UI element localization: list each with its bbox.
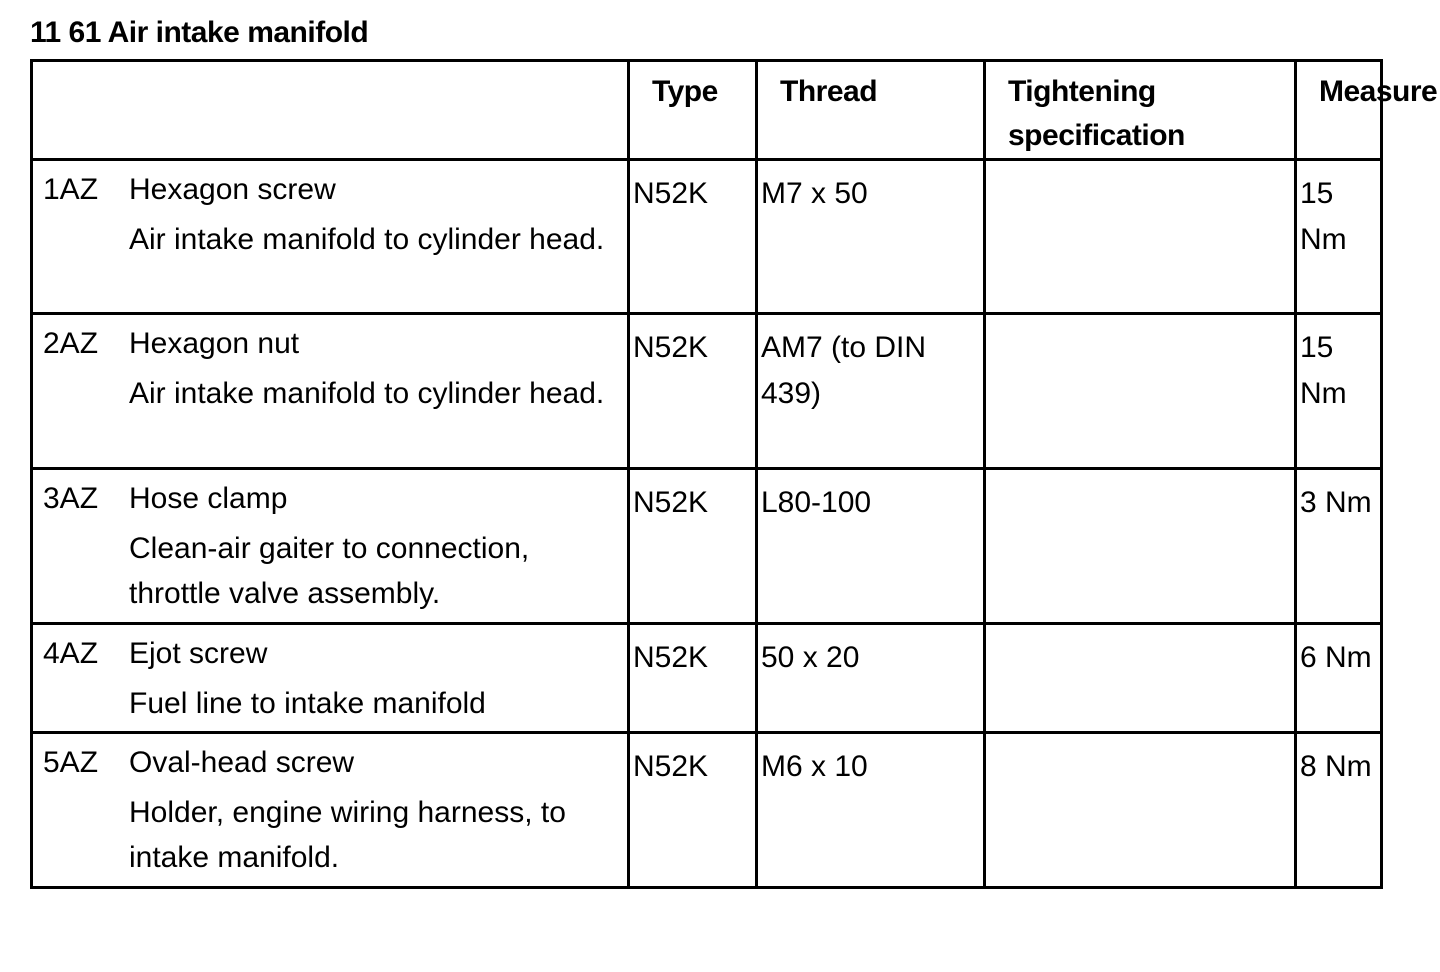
item-code: 1AZ [43,173,99,206]
table-row: 5AZ Oval-head screw Holder, engine wiring … [30,731,1383,889]
thread-cell: M6 x 10 [755,731,986,889]
tightening-cell [983,467,1297,625]
table-row: 4AZ Ejot screw Fuel line to intake manifol… [30,622,1383,734]
header-row: Type Thread Tightening specification Mea… [30,59,1438,161]
tightening-cell [983,731,1297,889]
item-description: Fuel line to intake manifold [129,687,486,720]
item-cell: 1AZ Hexagon screw Air intake manifold to c… [30,158,630,315]
measure-cell: 8 Nm [1294,731,1383,889]
item-name: Oval-head screw [129,746,355,779]
item-name: Ejot screw [129,637,268,670]
thread-cell: M7 x 50 [755,158,986,315]
item-description: Air intake manifold to cylinder head. [129,223,605,256]
type-cell: N52K [627,312,758,470]
item-cell: 3AZ Hose clamp Clean-air gaiter to connect… [30,467,630,625]
table-row: 2AZ Hexagon nut Air intake manifold to cyl… [30,312,1383,470]
header-measure: Measure [1294,59,1438,161]
tightening-cell [983,622,1297,734]
header-thread: Thread [755,59,986,161]
item-cell: 5AZ Oval-head screw Holder, engine wiring … [30,731,630,889]
torque-table: Type Thread Tightening specification Mea… [30,59,1438,889]
item-name: Hexagon nut [129,327,300,360]
item-name: Hose clamp [129,482,288,515]
type-cell: N52K [627,731,758,889]
item-code: 3AZ [43,482,99,515]
tightening-cell [983,312,1297,470]
type-cell: N52K [627,158,758,315]
section-title: 11 61 Air intake manifold [30,16,369,49]
item-description: Clean-air gaiter to connection, throttle… [129,532,530,610]
item-description: Holder, engine wiring harness, to intake… [129,796,566,874]
item-code: 5AZ [43,746,99,779]
tightening-cell [983,158,1297,315]
item-code: 2AZ [43,327,99,360]
table-row: 1AZ Hexagon screw Air intake manifold to c… [30,158,1383,315]
measure-cell: 15 Nm [1294,158,1383,315]
measure-cell: 15 Nm [1294,312,1383,470]
measure-cell: 6 Nm [1294,622,1383,734]
table-row: 3AZ Hose clamp Clean-air gaiter to connect… [30,467,1383,625]
thread-cell: 50 x 20 [755,622,986,734]
item-cell: 4AZ Ejot screw Fuel line to intake manifol… [30,622,630,734]
item-description: Air intake manifold to cylinder head. [129,377,605,410]
header-blank [30,59,630,161]
type-cell: N52K [627,467,758,625]
header-type: Type [627,59,758,161]
item-cell: 2AZ Hexagon nut Air intake manifold to cyl… [30,312,630,470]
thread-cell: AM7 (to DIN 439) [755,312,986,470]
item-name: Hexagon screw [129,173,336,206]
item-code: 4AZ [43,637,99,670]
header-tightening: Tightening specification [983,59,1297,161]
thread-cell: L80-100 [755,467,986,625]
measure-cell: 3 Nm [1294,467,1383,625]
type-cell: N52K [627,622,758,734]
